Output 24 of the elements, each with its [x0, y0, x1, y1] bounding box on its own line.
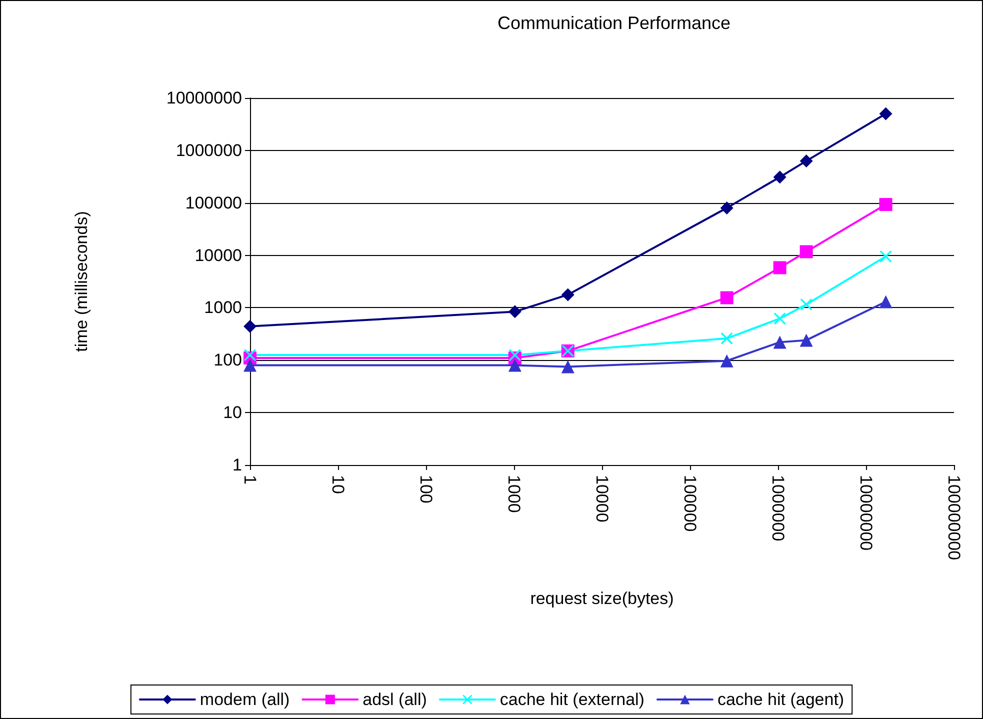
y-tick-label: 1000 [204, 298, 242, 318]
y-axis-title: time (milliseconds) [72, 211, 91, 352]
y-tick-label: 10000 [194, 246, 242, 265]
legend-label: cache hit (external) [500, 690, 644, 709]
x-tick-label: 100000000 [944, 475, 964, 560]
x-axis-title: request size(bytes) [530, 589, 674, 608]
x-tick-label: 1 [240, 475, 260, 484]
y-tick-label: 1 [232, 456, 242, 474]
legend-label: adsl (all) [362, 690, 427, 709]
x-tick-label: 100000 [680, 475, 700, 532]
y-tick-label: 10000000 [166, 88, 242, 108]
x-tick-label: 1000000 [768, 475, 788, 542]
x-tick-label: 1000 [504, 475, 524, 513]
x-tick-label: 10000 [592, 475, 612, 522]
y-tick-label: 100 [214, 350, 242, 370]
y-tick-label: 100000 [185, 193, 242, 212]
legend-label: modem (all) [200, 690, 290, 709]
y-tick-label: 1000000 [176, 140, 242, 160]
x-tick-label: 10 [328, 475, 348, 494]
y-tick-label: 10 [223, 403, 242, 422]
chart-title: Communication Performance [497, 13, 731, 33]
x-tick-label: 100 [416, 475, 436, 504]
legend-label: cache hit (agent) [717, 690, 844, 709]
x-tick-label: 10000000 [856, 475, 876, 551]
